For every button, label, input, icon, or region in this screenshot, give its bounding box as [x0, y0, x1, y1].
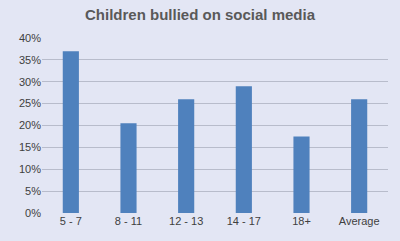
svg-text:0%: 0%	[25, 207, 41, 219]
svg-text:25%: 25%	[19, 97, 41, 109]
svg-text:5 - 7: 5 - 7	[60, 215, 82, 227]
svg-text:Children bullied on social med: Children bullied on social media	[85, 6, 316, 23]
svg-text:35%: 35%	[19, 54, 41, 66]
svg-text:8 - 11: 8 - 11	[115, 215, 142, 227]
svg-text:15%: 15%	[19, 141, 41, 153]
svg-text:12 - 13: 12 - 13	[169, 215, 203, 227]
svg-text:14 - 17: 14 - 17	[227, 215, 261, 227]
svg-text:30%: 30%	[19, 76, 41, 88]
svg-text:10%: 10%	[19, 163, 41, 175]
svg-text:20%: 20%	[19, 119, 41, 131]
svg-text:Average: Average	[339, 215, 380, 227]
svg-text:18+: 18+	[292, 215, 311, 227]
svg-text:5%: 5%	[25, 185, 41, 197]
svg-text:40%: 40%	[19, 32, 41, 44]
